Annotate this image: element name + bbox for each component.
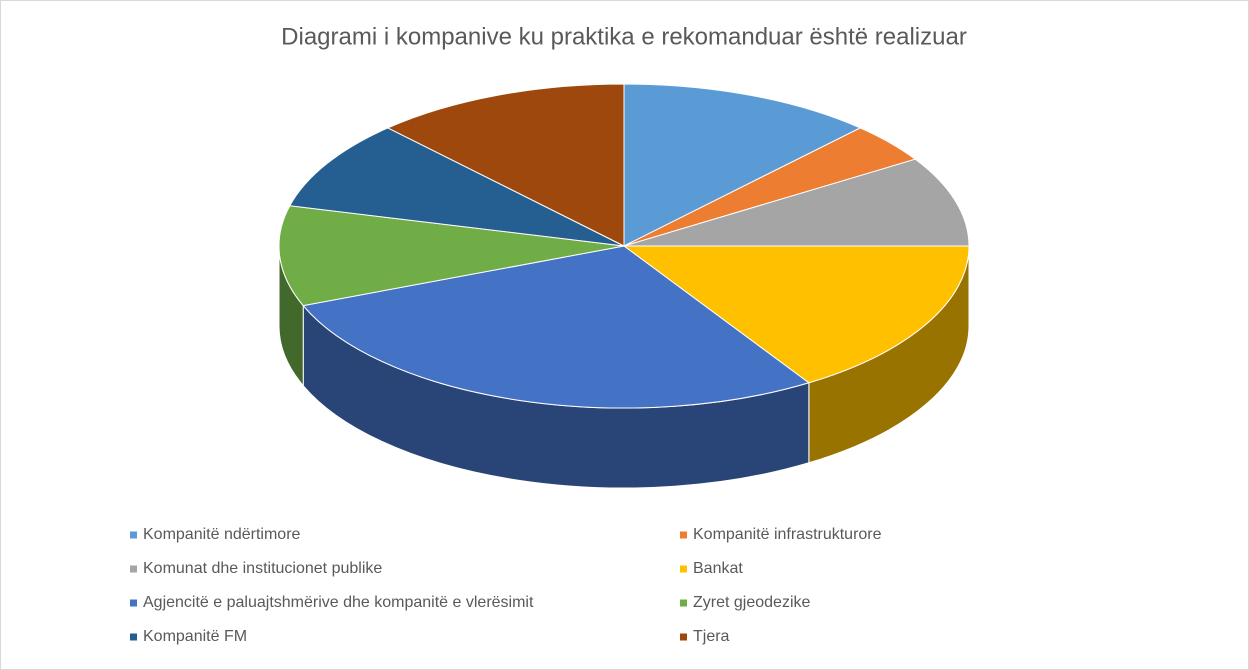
pie-slice <box>289 127 625 247</box>
legend-swatch <box>130 633 137 641</box>
legend-label: Bankat <box>693 560 743 577</box>
pie-slice <box>622 245 970 384</box>
legend-label: Zyret gjeodezike <box>693 594 810 611</box>
legend-label: Agjencitë e paluajtshmërive dhe kompanit… <box>143 594 534 611</box>
legend-label: Kompanitë FM <box>143 628 247 645</box>
legend-label: Kompanitë infrastrukturore <box>693 526 882 543</box>
legend-swatch <box>680 599 687 607</box>
chart-title: Diagrami i kompanive ku praktika e rekom… <box>281 23 967 50</box>
pie-slice <box>623 83 862 247</box>
legend-swatch <box>130 531 137 539</box>
legend-label: Kompanitë ndërtimore <box>143 526 301 543</box>
pie-slice <box>623 158 970 247</box>
pie-slice <box>302 245 810 409</box>
legend-swatch <box>680 633 687 641</box>
pie-slice <box>386 83 625 247</box>
pie-slice <box>278 205 625 307</box>
legend-swatch <box>680 565 687 573</box>
legend-label: Komunat dhe institucionet publike <box>143 560 382 577</box>
legend-swatch <box>130 599 137 607</box>
legend-swatch <box>130 565 137 573</box>
legend-label: Tjera <box>693 628 730 645</box>
legend-swatch <box>680 531 687 539</box>
